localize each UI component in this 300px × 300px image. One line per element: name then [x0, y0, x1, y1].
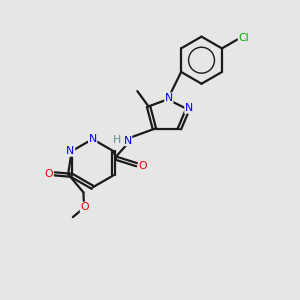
- Text: O: O: [138, 161, 147, 171]
- Text: N: N: [88, 134, 97, 144]
- Text: N: N: [165, 93, 173, 103]
- Text: N: N: [185, 103, 193, 113]
- Text: N: N: [124, 136, 132, 146]
- Text: Cl: Cl: [238, 33, 249, 43]
- Text: O: O: [44, 169, 53, 179]
- Text: H: H: [113, 135, 121, 145]
- Text: O: O: [80, 202, 89, 212]
- Text: N: N: [66, 146, 75, 156]
